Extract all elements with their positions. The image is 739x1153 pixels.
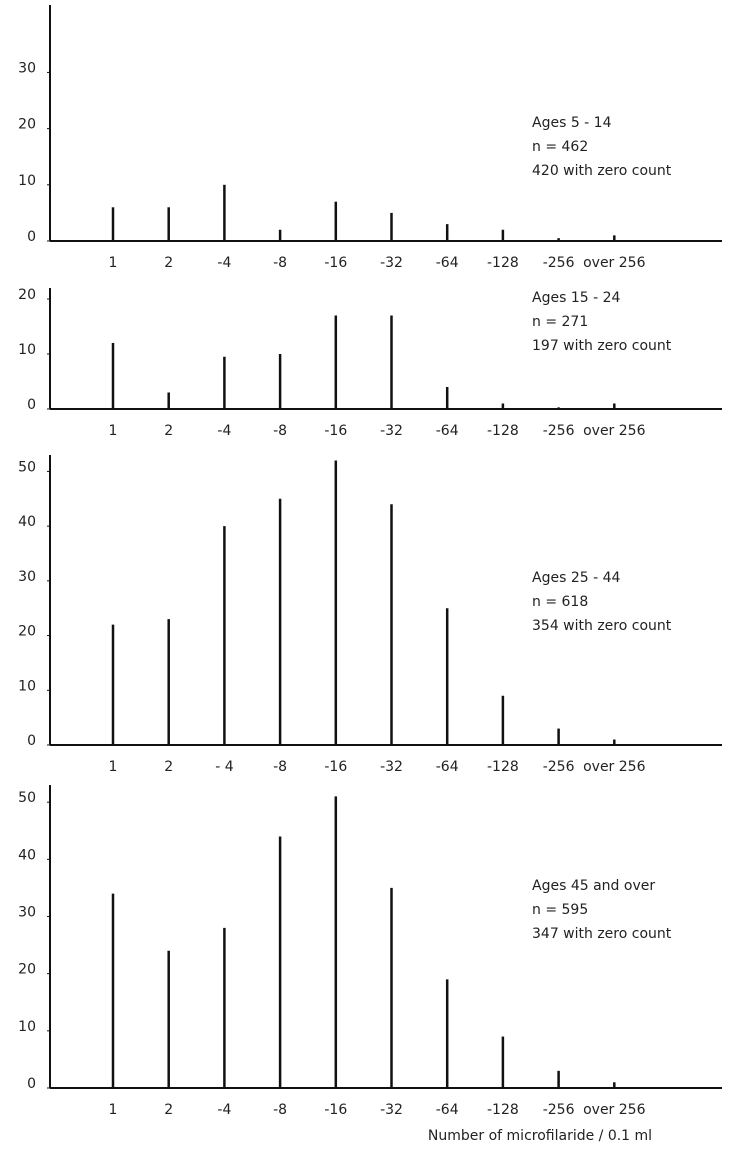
y-tick-label: 50: [18, 790, 36, 806]
x-tick-label: -64: [436, 255, 459, 271]
annotation: n = 271: [532, 314, 588, 330]
x-tick-label: -256: [543, 255, 575, 271]
y-tick-label: 10: [18, 342, 36, 358]
x-tick-label: over 256: [583, 1102, 645, 1118]
y-tick-label: 10: [18, 173, 36, 189]
x-tick-label: 2: [164, 255, 173, 271]
x-tick-label: -16: [324, 759, 347, 775]
x-tick-label: 2: [164, 1102, 173, 1118]
x-tick-label: -4: [217, 255, 231, 271]
y-tick-label: 0: [27, 733, 36, 749]
annotation: 347 with zero count: [532, 926, 672, 942]
x-tick-label: -8: [273, 255, 287, 271]
x-tick-label: -8: [273, 1102, 287, 1118]
y-tick-label: 30: [18, 904, 36, 920]
x-tick-label: 2: [164, 759, 173, 775]
x-tick-label: -16: [324, 1102, 347, 1118]
x-tick-label: -4: [217, 423, 231, 439]
x-tick-label: -32: [380, 759, 403, 775]
x-tick-label: -256: [543, 1102, 575, 1118]
x-tick-label: 2: [164, 423, 173, 439]
annotation: Ages 5 - 14: [532, 115, 612, 131]
x-tick-label: over 256: [583, 759, 645, 775]
x-tick-label: -32: [380, 423, 403, 439]
x-tick-label: -64: [436, 759, 459, 775]
y-tick-label: 20: [18, 287, 36, 303]
y-tick-label: 30: [18, 569, 36, 585]
x-tick-label: -128: [487, 759, 519, 775]
x-tick-label: over 256: [583, 423, 645, 439]
annotation: n = 618: [532, 594, 588, 610]
x-tick-label: 1: [109, 1102, 118, 1118]
annotation: 354 with zero count: [532, 618, 672, 634]
x-tick-label: -4: [217, 1102, 231, 1118]
y-tick-label: 0: [27, 1076, 36, 1092]
x-tick-label: over 256: [583, 255, 645, 271]
x-tick-label: -32: [380, 1102, 403, 1118]
y-tick-label: 20: [18, 117, 36, 133]
x-tick-label: -64: [436, 1102, 459, 1118]
y-tick-label: 0: [27, 229, 36, 245]
x-tick-label: 1: [109, 759, 118, 775]
y-tick-label: 30: [18, 60, 36, 76]
x-axis-label: Number of microfilaride / 0.1 ml: [428, 1128, 652, 1144]
annotation: 197 with zero count: [532, 338, 672, 354]
x-tick-label: - 4: [215, 759, 234, 775]
x-tick-label: -256: [543, 423, 575, 439]
x-tick-label: -8: [273, 423, 287, 439]
annotation: 420 with zero count: [532, 163, 672, 179]
y-tick-label: 10: [18, 678, 36, 694]
x-tick-label: -8: [273, 759, 287, 775]
y-tick-label: 0: [27, 397, 36, 413]
y-tick-label: 40: [18, 847, 36, 863]
x-tick-label: -128: [487, 255, 519, 271]
annotation: n = 462: [532, 139, 588, 155]
x-tick-label: -64: [436, 423, 459, 439]
x-tick-label: -256: [543, 759, 575, 775]
x-tick-label: -16: [324, 423, 347, 439]
annotation: n = 595: [532, 902, 588, 918]
annotation: Ages 15 - 24: [532, 290, 620, 306]
x-tick-label: 1: [109, 423, 118, 439]
y-tick-label: 20: [18, 624, 36, 640]
x-tick-label: -16: [324, 255, 347, 271]
y-tick-label: 10: [18, 1019, 36, 1035]
x-tick-label: -32: [380, 255, 403, 271]
annotation: Ages 25 - 44: [532, 570, 620, 586]
x-tick-label: -128: [487, 423, 519, 439]
x-tick-label: -128: [487, 1102, 519, 1118]
y-tick-label: 50: [18, 459, 36, 475]
annotation: Ages 45 and over: [532, 878, 655, 894]
x-tick-label: 1: [109, 255, 118, 271]
y-tick-label: 40: [18, 514, 36, 530]
y-tick-label: 20: [18, 962, 36, 978]
